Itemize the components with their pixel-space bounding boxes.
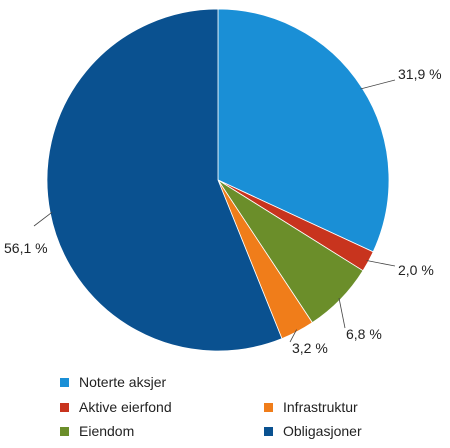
data-label: 2,0 % (398, 262, 434, 278)
leader-line (360, 79, 396, 90)
data-label: 6,8 % (346, 326, 382, 342)
leader-line (33, 211, 53, 227)
data-label: 31,9 % (398, 66, 442, 82)
leader-line (338, 297, 346, 329)
pie-slice-noterte-aksjer (217, 8, 390, 253)
slice-labels: 31,9 % 2,0 % 6,8 % 3,2 % 56,1 % (4, 66, 442, 356)
pie-slices (46, 8, 390, 352)
leader-lines (33, 79, 396, 343)
pie-slice-obligasjoner (46, 8, 283, 352)
data-label: 3,2 % (292, 340, 328, 356)
leader-line (289, 329, 297, 343)
data-label: 56,1 % (4, 240, 48, 256)
leader-line (366, 260, 396, 267)
